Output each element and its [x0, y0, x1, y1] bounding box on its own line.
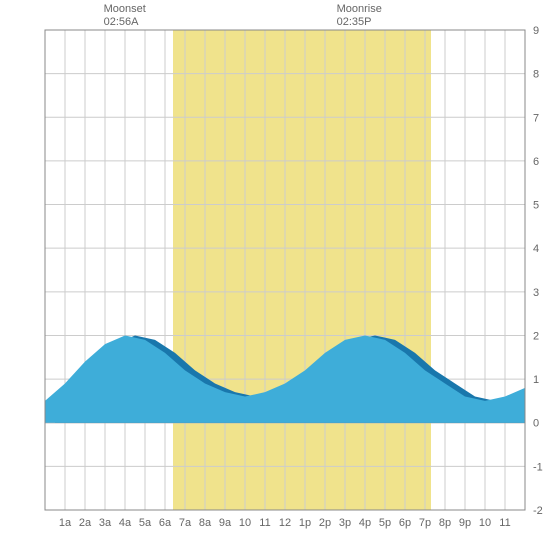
- y-tick-label: -1: [533, 461, 543, 473]
- y-tick-label: 2: [533, 330, 539, 342]
- y-tick-label: -2: [533, 505, 543, 517]
- x-tick-label: 6a: [159, 517, 172, 529]
- x-tick-label: 7p: [419, 517, 431, 529]
- x-tick-label: 12: [279, 517, 291, 529]
- x-tick-label: 10: [479, 517, 491, 529]
- x-tick-label: 8p: [439, 517, 451, 529]
- y-tick-label: 4: [533, 243, 539, 255]
- y-tick-label: 7: [533, 112, 539, 124]
- y-tick-label: 6: [533, 156, 539, 168]
- x-tick-label: 4p: [359, 517, 371, 529]
- x-tick-label: 2p: [319, 517, 331, 529]
- y-tick-label: 1: [533, 374, 539, 386]
- moon-event-title: Moonrise: [337, 3, 382, 15]
- y-tick-label: 8: [533, 69, 539, 81]
- x-tick-label: 5a: [139, 517, 152, 529]
- x-tick-label: 2a: [79, 517, 92, 529]
- x-tick-label: 9p: [459, 517, 471, 529]
- y-tick-label: 0: [533, 418, 539, 430]
- x-tick-label: 4a: [119, 517, 132, 529]
- chart-svg: -2-101234567891a2a3a4a5a6a7a8a9a1011121p…: [0, 0, 550, 550]
- x-tick-label: 1p: [299, 517, 311, 529]
- y-tick-label: 9: [533, 25, 539, 37]
- y-tick-label: 3: [533, 287, 539, 299]
- x-tick-label: 1a: [59, 517, 72, 529]
- x-tick-label: 7a: [179, 517, 192, 529]
- x-tick-label: 10: [239, 517, 251, 529]
- x-tick-label: 6p: [399, 517, 411, 529]
- x-tick-label: 9a: [219, 517, 232, 529]
- y-tick-label: 5: [533, 200, 539, 212]
- moon-event-title: Moonset: [104, 3, 146, 15]
- x-tick-label: 3p: [339, 517, 351, 529]
- x-tick-label: 5p: [379, 517, 391, 529]
- x-tick-label: 11: [259, 517, 270, 529]
- x-tick-label: 8a: [199, 517, 212, 529]
- moon-event-time: 02:56A: [104, 16, 140, 28]
- moon-event-time: 02:35P: [337, 16, 372, 28]
- x-tick-label: 11: [499, 517, 510, 529]
- tide-chart: -2-101234567891a2a3a4a5a6a7a8a9a1011121p…: [0, 0, 550, 550]
- daylight-band: [173, 30, 431, 510]
- x-tick-label: 3a: [99, 517, 112, 529]
